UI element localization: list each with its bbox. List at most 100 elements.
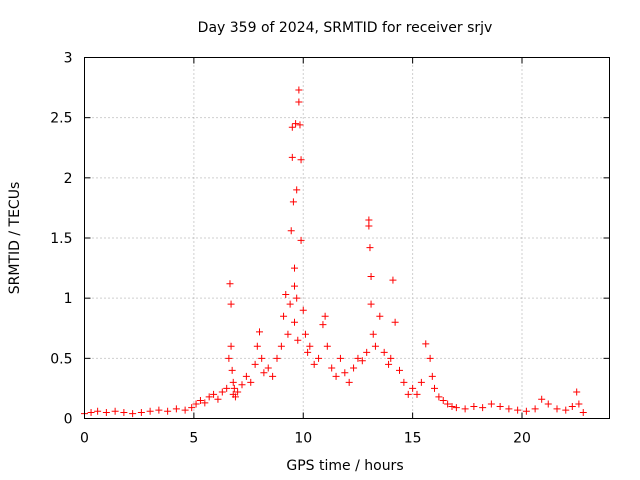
data-point xyxy=(522,407,530,415)
data-point xyxy=(238,381,246,389)
data-point xyxy=(227,300,235,308)
data-point xyxy=(431,384,438,392)
data-point xyxy=(319,321,327,329)
data-point xyxy=(284,330,292,338)
data-point xyxy=(389,276,397,284)
y-tick-label: 1 xyxy=(64,291,73,307)
y-tick-label: 2 xyxy=(64,171,73,187)
data-point xyxy=(192,400,200,408)
data-point xyxy=(367,300,375,308)
data-point xyxy=(218,388,226,396)
data-point xyxy=(231,393,239,401)
data-point xyxy=(553,405,561,413)
data-point xyxy=(94,407,102,415)
data-point xyxy=(181,406,189,414)
data-point xyxy=(214,395,222,403)
data-point xyxy=(129,410,137,418)
data-point xyxy=(297,156,305,164)
data-point xyxy=(111,407,119,415)
data-point xyxy=(282,291,290,299)
chart-title: Day 359 of 2024, SRMTID for receiver srj… xyxy=(198,20,493,36)
data-point xyxy=(288,123,296,131)
data-point xyxy=(404,390,412,398)
data-point xyxy=(371,342,379,350)
data-point xyxy=(315,354,323,362)
data-point xyxy=(417,378,425,386)
data-point xyxy=(514,406,522,414)
data-point xyxy=(304,348,312,356)
data-point xyxy=(321,312,329,320)
data-point xyxy=(227,342,235,350)
data-point xyxy=(380,348,388,356)
data-point xyxy=(258,354,266,362)
data-point xyxy=(223,384,231,392)
data-point xyxy=(306,342,314,350)
x-tick-label: 5 xyxy=(189,431,198,447)
data-points xyxy=(81,86,587,418)
x-tick-label: 20 xyxy=(513,431,531,447)
data-point xyxy=(137,408,145,416)
data-point xyxy=(387,354,395,362)
data-point xyxy=(296,121,304,129)
data-point xyxy=(470,402,478,410)
data-point xyxy=(172,405,180,413)
data-point xyxy=(293,186,301,194)
data-point xyxy=(391,318,399,326)
data-point xyxy=(413,390,421,398)
x-tick-label: 0 xyxy=(80,431,89,447)
data-point xyxy=(332,372,340,380)
data-point xyxy=(188,404,196,412)
data-point xyxy=(452,404,460,412)
data-point xyxy=(230,384,238,392)
data-point xyxy=(426,354,434,362)
data-point xyxy=(289,198,297,206)
data-point xyxy=(396,366,403,374)
data-point xyxy=(196,396,204,404)
data-point xyxy=(299,306,307,314)
data-point xyxy=(251,360,259,368)
data-point xyxy=(428,372,436,380)
data-point xyxy=(288,153,296,161)
data-point xyxy=(568,402,576,410)
data-point xyxy=(164,407,172,415)
data-point xyxy=(487,400,495,408)
x-tick-label: 10 xyxy=(294,431,312,447)
data-point xyxy=(225,354,233,362)
data-point xyxy=(575,400,583,408)
data-point xyxy=(544,400,552,408)
y-tick-label: 2.5 xyxy=(50,111,72,127)
data-point xyxy=(234,388,242,396)
data-point xyxy=(310,360,318,368)
data-point xyxy=(146,407,154,415)
y-tick-label: 0 xyxy=(64,412,73,428)
data-point xyxy=(256,328,263,336)
data-point xyxy=(422,340,430,348)
data-point xyxy=(366,244,374,252)
data-point xyxy=(247,378,255,386)
y-tick-label: 3 xyxy=(64,51,73,67)
data-point xyxy=(295,98,303,106)
data-point xyxy=(461,405,469,413)
data-point xyxy=(365,222,373,230)
data-point xyxy=(242,372,250,380)
data-point xyxy=(531,405,539,413)
data-point xyxy=(205,393,213,401)
data-point xyxy=(505,405,513,413)
data-point xyxy=(439,396,447,404)
data-point xyxy=(291,264,298,272)
data-point xyxy=(201,399,209,407)
y-tick-label: 1.5 xyxy=(50,231,72,247)
data-point xyxy=(369,330,377,338)
data-point xyxy=(301,330,309,338)
data-point xyxy=(345,378,353,386)
data-point xyxy=(273,354,281,362)
data-point xyxy=(228,366,236,374)
grid xyxy=(84,57,610,419)
data-point xyxy=(573,388,581,396)
data-point xyxy=(354,354,362,362)
data-point xyxy=(435,393,443,401)
data-point xyxy=(286,300,294,308)
data-point xyxy=(87,408,95,416)
